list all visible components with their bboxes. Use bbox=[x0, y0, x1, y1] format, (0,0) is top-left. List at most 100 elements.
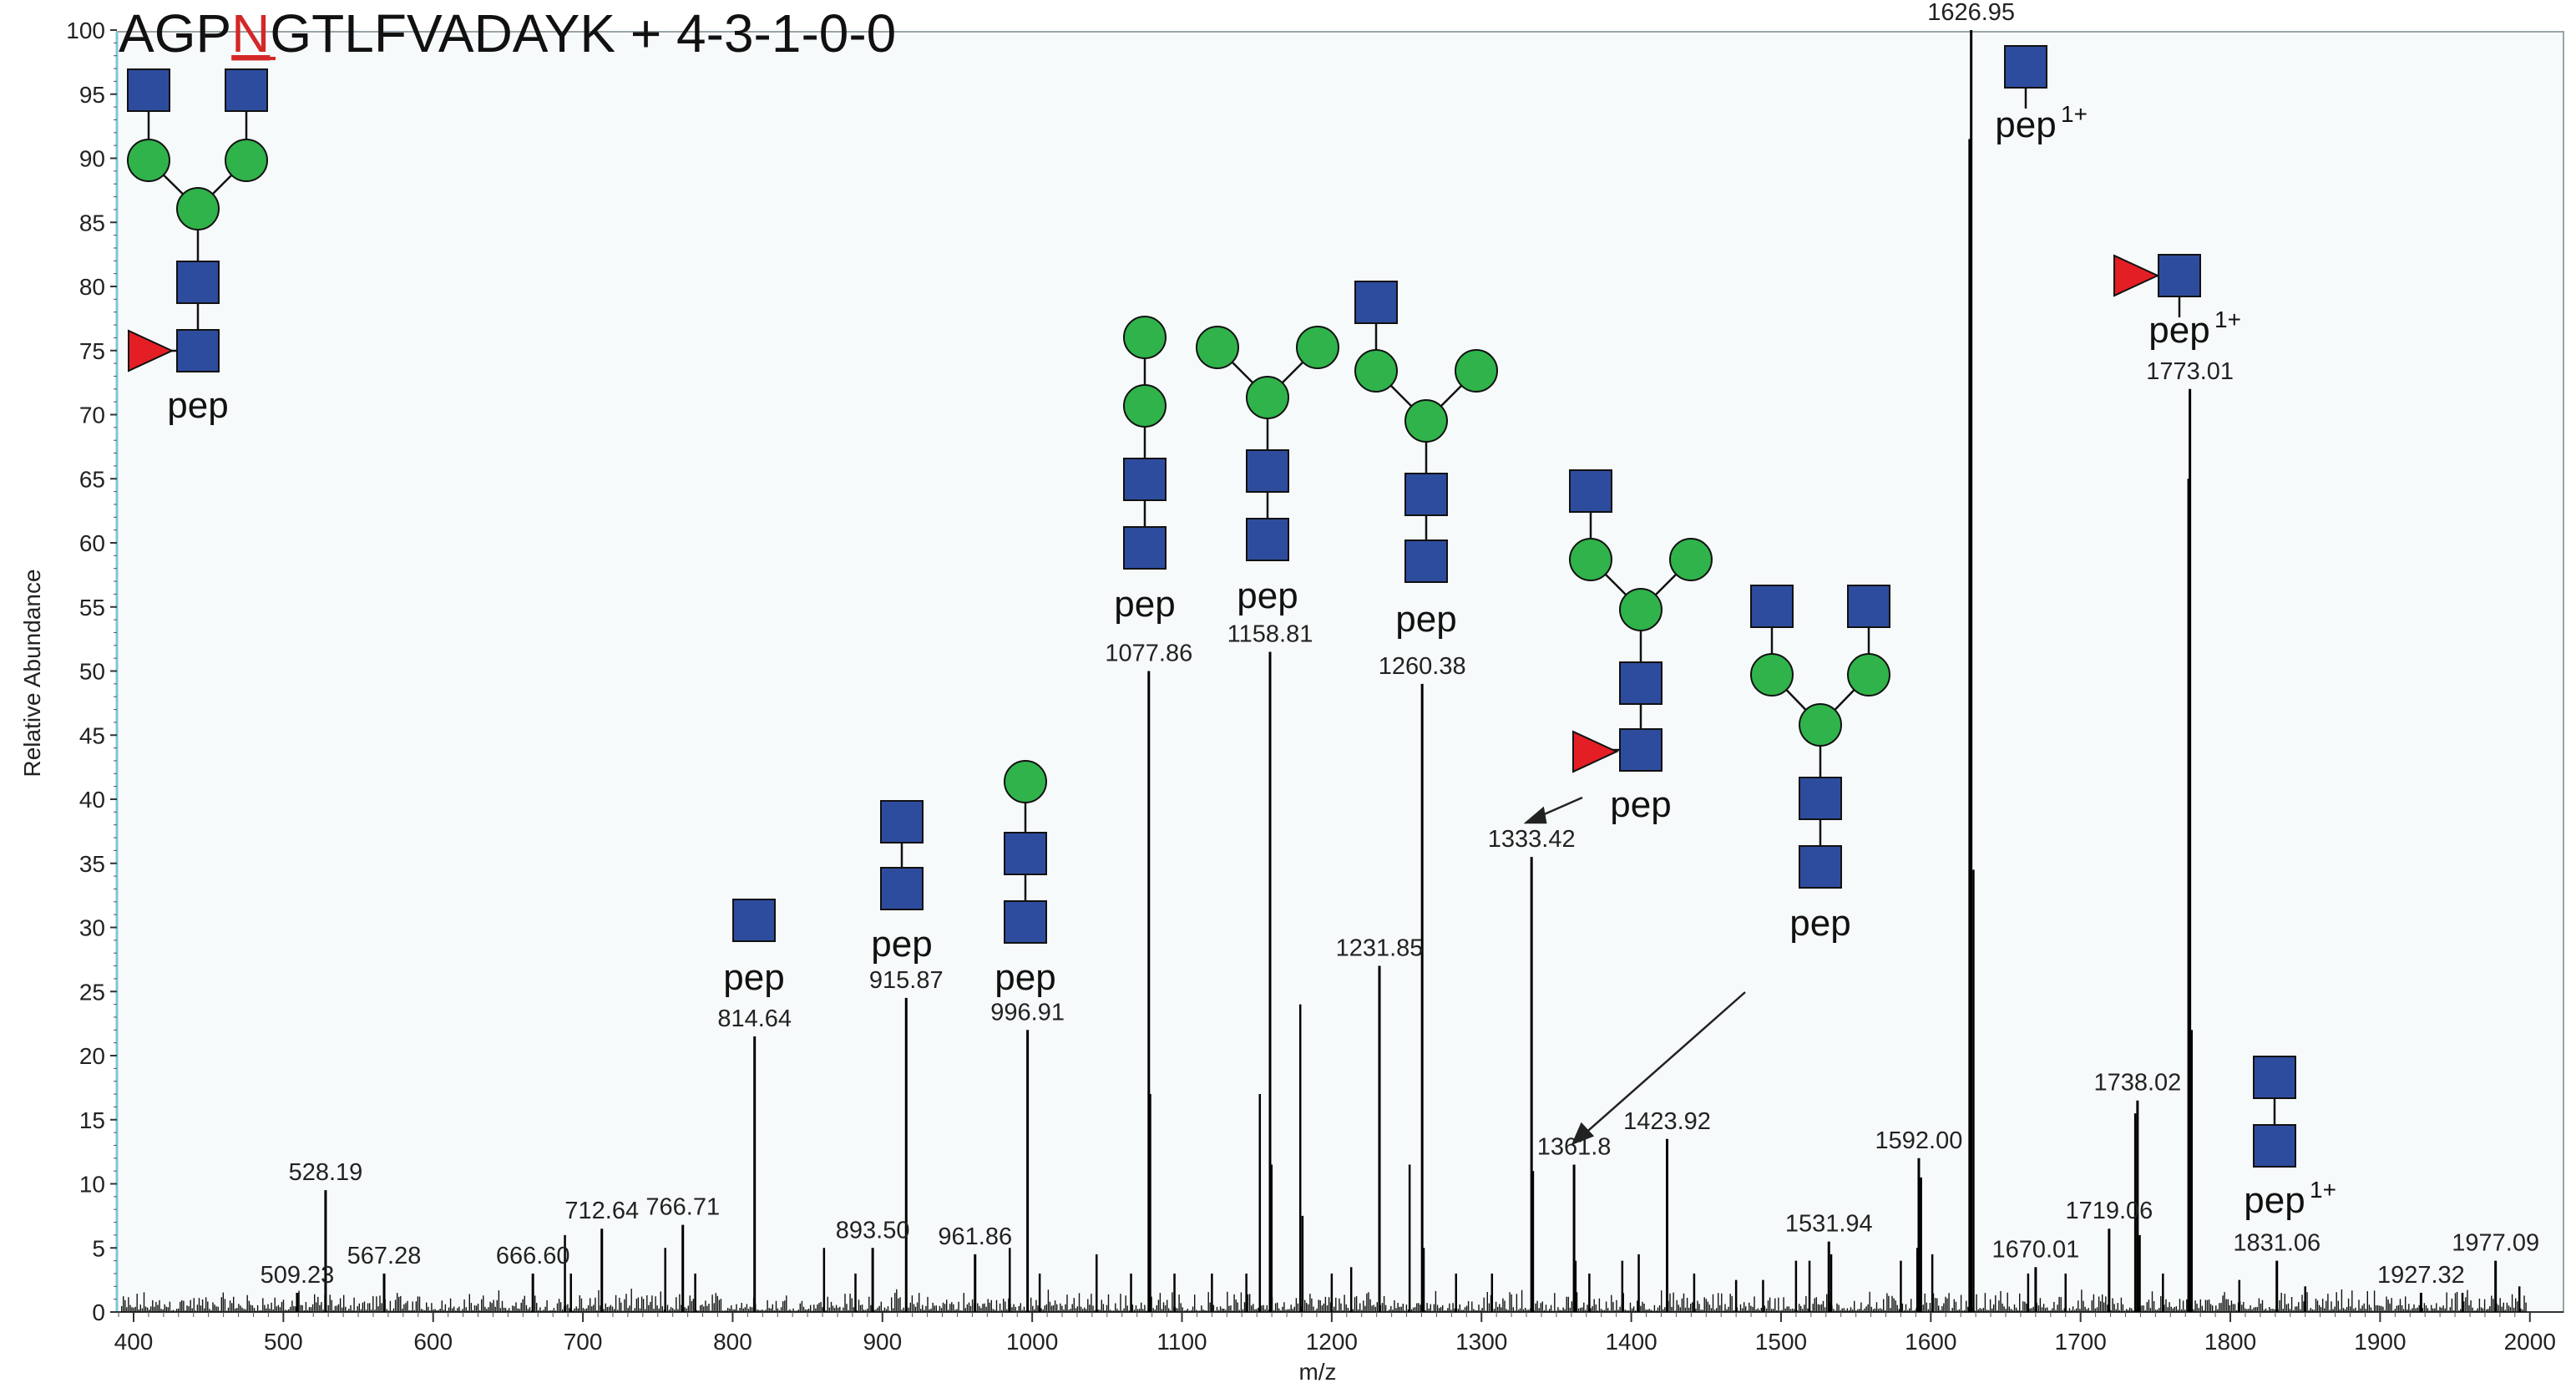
x-tick-label: 700 bbox=[564, 1329, 603, 1355]
peptide-label: pep bbox=[1610, 784, 1671, 825]
y-tick-label: 75 bbox=[79, 338, 105, 364]
x-tick-label: 1100 bbox=[1156, 1329, 1207, 1355]
peak-label: 1158.81 bbox=[1227, 621, 1313, 647]
x-tick-label: 500 bbox=[264, 1329, 303, 1355]
hexnac-square-icon bbox=[1246, 449, 1289, 493]
hexnac-square-icon bbox=[225, 68, 268, 112]
y-tick-label: 35 bbox=[79, 851, 105, 877]
x-tick-label: 2000 bbox=[2504, 1329, 2556, 1355]
hexnac-square-icon bbox=[1123, 458, 1167, 501]
glycan-1158: pep bbox=[1196, 326, 1339, 616]
y-axis-title: Relative Abundance bbox=[19, 569, 45, 777]
y-tick-label: 30 bbox=[79, 915, 105, 941]
peptide-label: pep bbox=[723, 957, 784, 998]
hexnac-square-icon bbox=[1750, 585, 1794, 628]
fucose-triangle-icon bbox=[1572, 730, 1619, 773]
annotation-arrows bbox=[1523, 796, 1746, 1146]
y-tick-label: 25 bbox=[79, 979, 105, 1005]
peptide-label: pep bbox=[1995, 104, 2056, 145]
peptide-label: pep bbox=[1237, 575, 1298, 616]
hexnac-square-icon bbox=[1004, 900, 1047, 944]
arrowhead-1361 bbox=[1571, 1122, 1595, 1146]
hexose-circle-icon bbox=[1196, 326, 1239, 369]
hexose-circle-icon bbox=[1296, 326, 1339, 369]
peak-label: 567.28 bbox=[347, 1243, 422, 1269]
x-tick-label: 600 bbox=[413, 1329, 453, 1355]
glycan-1773: pep 1+ bbox=[2113, 254, 2241, 351]
hexnac-square-icon bbox=[1569, 469, 1612, 513]
fucose-triangle-icon bbox=[128, 329, 175, 372]
peak-label: 1831.06 bbox=[2233, 1230, 2320, 1257]
y-tick-label: 55 bbox=[79, 595, 105, 621]
glycan-1333: pep bbox=[1569, 469, 1713, 825]
hexnac-square-icon bbox=[1246, 518, 1289, 561]
x-tick-label: 800 bbox=[713, 1329, 752, 1355]
y-tick-label: 10 bbox=[79, 1172, 105, 1198]
peak-label: 666.60 bbox=[496, 1243, 570, 1269]
peak-label: 1977.09 bbox=[2452, 1230, 2539, 1257]
peak-label: 814.64 bbox=[717, 1006, 792, 1032]
peak-label: 1592.00 bbox=[1875, 1127, 1963, 1154]
peak-label: 915.87 bbox=[869, 967, 944, 994]
peptide-label: pep bbox=[2244, 1180, 2305, 1221]
x-tick-label: 1800 bbox=[2204, 1329, 2256, 1355]
hexose-circle-icon bbox=[1569, 538, 1612, 581]
glycan-1831: pep 1+ bbox=[2244, 1056, 2336, 1221]
x-tick-label: 1900 bbox=[2354, 1329, 2406, 1355]
x-tick-label: 1700 bbox=[2055, 1329, 2107, 1355]
peptide-label: pep bbox=[1395, 599, 1456, 640]
peptide-label: pep bbox=[2148, 310, 2209, 351]
hexose-circle-icon bbox=[1669, 538, 1713, 581]
title-glycosite: N bbox=[231, 3, 270, 63]
peak-label: 528.19 bbox=[289, 1159, 363, 1186]
peak-label: 1626.95 bbox=[1927, 0, 2015, 26]
x-tick-label: 1400 bbox=[1605, 1329, 1657, 1355]
hexnac-square-icon bbox=[2253, 1124, 2296, 1168]
x-tick-label: 1600 bbox=[1905, 1329, 1956, 1355]
hexose-circle-icon bbox=[1354, 349, 1398, 393]
x-tick-label: 1500 bbox=[1755, 1329, 1807, 1355]
peak-label: 1738.02 bbox=[2093, 1070, 2181, 1097]
peak-label: 509.23 bbox=[261, 1262, 335, 1289]
hexnac-square-icon bbox=[880, 800, 924, 843]
hexnac-square-icon bbox=[2158, 254, 2201, 297]
glycan-996: pep bbox=[994, 760, 1056, 998]
peak-label: 1361.8 bbox=[1537, 1133, 1612, 1160]
y-tick-label: 70 bbox=[79, 403, 105, 428]
hexose-circle-icon bbox=[1246, 376, 1289, 419]
y-tick-label: 5 bbox=[92, 1235, 105, 1261]
hexose-circle-icon bbox=[1455, 349, 1498, 393]
hexose-circle-icon bbox=[1847, 653, 1890, 697]
hexnac-square-icon bbox=[2004, 45, 2047, 89]
y-tick-label: 90 bbox=[79, 146, 105, 172]
y-axis-ticks: 0 5 10 15 20 25 30 35 40 45 50 55 60 65 70 75 80 85 90 95 10… bbox=[66, 18, 117, 1325]
spectrum-noise bbox=[121, 1289, 2527, 1312]
arrowhead-1333 bbox=[1523, 806, 1547, 824]
y-tick-label: 0 bbox=[92, 1299, 105, 1325]
y-tick-label: 80 bbox=[79, 274, 105, 300]
peak-label: 1531.94 bbox=[1785, 1211, 1873, 1238]
fucose-triangle-icon bbox=[2113, 254, 2160, 297]
hexose-circle-icon bbox=[127, 139, 170, 182]
y-tick-label: 95 bbox=[79, 82, 105, 108]
hexose-circle-icon bbox=[1799, 703, 1842, 747]
glycan-1260: pep bbox=[1354, 281, 1498, 640]
plot-frame bbox=[116, 31, 2564, 1313]
peak-label: 1670.01 bbox=[1991, 1236, 2079, 1263]
arrow-to-1361 bbox=[1582, 991, 1746, 1137]
peak-label: 1260.38 bbox=[1379, 653, 1466, 680]
glycan-814: pep bbox=[723, 899, 785, 998]
glycan-915: pep bbox=[871, 800, 933, 965]
peak-labels: 509.23 528.19 567.28 666.60 712.64 766.71 814.… bbox=[261, 0, 2540, 1289]
y-tick-label: 60 bbox=[79, 530, 105, 556]
peptide-label: pep bbox=[1114, 584, 1175, 625]
peptide-label: pep bbox=[167, 385, 228, 426]
hexnac-square-icon bbox=[1354, 281, 1398, 324]
hexose-circle-icon bbox=[225, 139, 268, 182]
hexnac-square-icon bbox=[176, 261, 220, 304]
hexose-circle-icon bbox=[176, 187, 220, 230]
hexnac-square-icon bbox=[1404, 540, 1448, 583]
y-tick-label: 85 bbox=[79, 210, 105, 236]
hexnac-square-icon bbox=[1004, 832, 1047, 875]
